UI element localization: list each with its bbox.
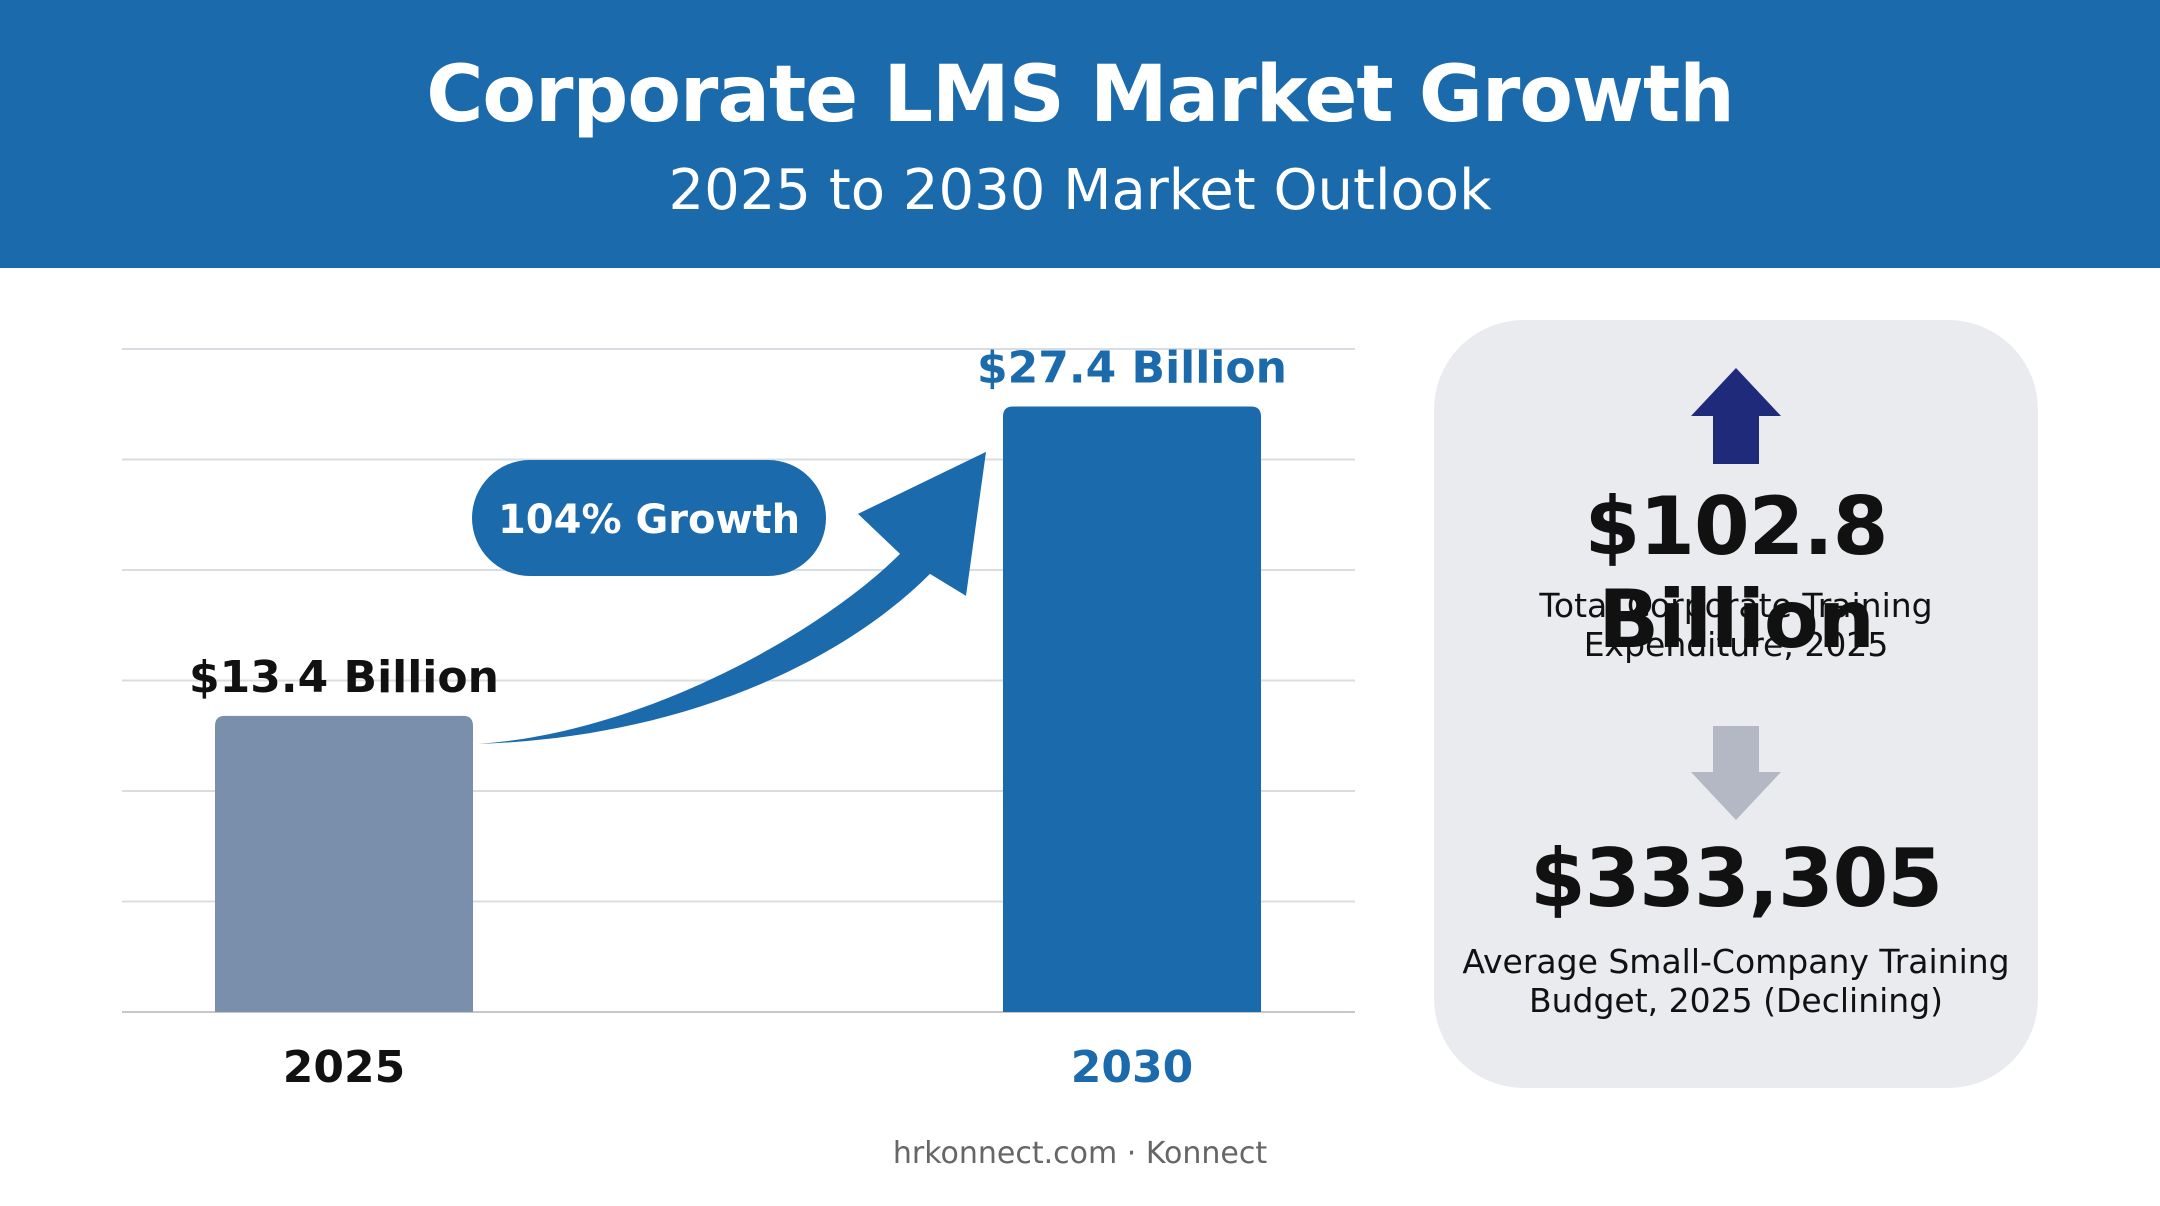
bar-2030	[1003, 406, 1261, 1012]
stat-value-small-company-budget: $333,305	[1529, 832, 1943, 925]
growth-annotation-label: 104% Growth	[498, 497, 800, 543]
header-banner: Corporate LMS Market Growth 2025 to 2030…	[0, 0, 2160, 268]
arrow-down-icon	[1691, 726, 1781, 820]
page-subtitle: 2025 to 2030 Market Outlook	[668, 158, 1492, 223]
data-label-2025: $13.4 Billion	[189, 652, 499, 703]
x-tick-label-2025: 2025	[283, 1042, 405, 1093]
arrow-up-icon	[1691, 368, 1781, 464]
stat-value-total-expenditure: $102.8 Billion	[1584, 480, 1889, 666]
bar-2025	[215, 715, 473, 1012]
bar-chart: $13.4 Billion 2025 $27.4 Billion 2030 104% G…	[122, 342, 1355, 1093]
growth-annotation-pill	[472, 460, 826, 576]
x-tick-label-2030: 2030	[1071, 1042, 1193, 1093]
growth-arrow-icon	[478, 451, 986, 744]
stats-panel: $102.8 Billion Total Corporate Training …	[1434, 320, 2038, 1088]
data-label-2030: $27.4 Billion	[977, 342, 1287, 393]
stat-label-small-company-budget: Average Small-Company Training Budget, 2…	[1462, 942, 2010, 1020]
page-title: Corporate LMS Market Growth	[426, 50, 1735, 140]
stat-label-total-expenditure: Total Corporate Training Expenditure, 20…	[1539, 586, 1933, 664]
source-footer: hrkonnect.com · Konnect	[892, 1136, 1268, 1171]
